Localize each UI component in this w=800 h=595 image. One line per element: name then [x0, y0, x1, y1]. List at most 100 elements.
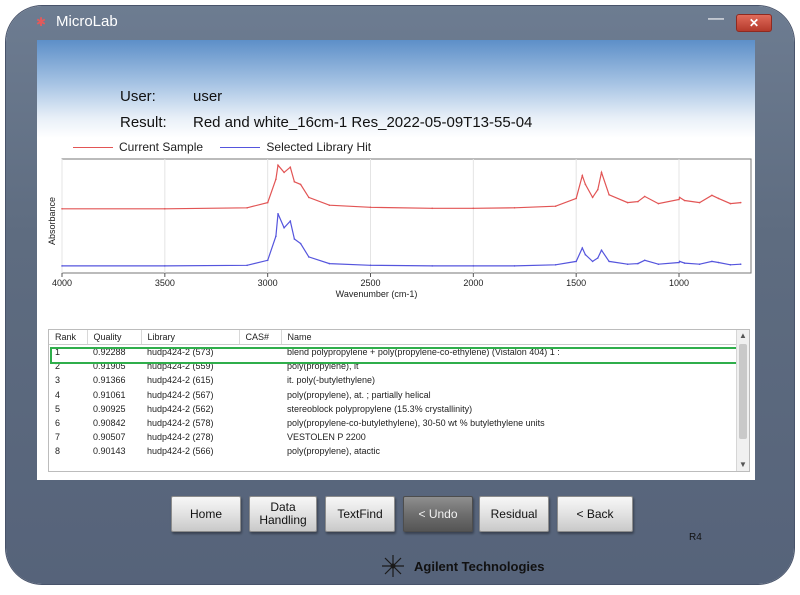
library-hit-point	[597, 257, 599, 259]
current-sample-point	[711, 194, 713, 197]
table-cell	[239, 359, 281, 373]
plot-area	[61, 158, 752, 274]
x-tick-label: 1000	[669, 278, 689, 288]
table-cell	[239, 402, 281, 416]
library-hit-point	[277, 213, 279, 215]
current-sample-point	[608, 194, 610, 196]
table-row[interactable]: 2 0.91905 hudp424-2 (559) poly(propylene), …	[49, 359, 737, 373]
table-header-row: Rank Quality Library CAS# Name	[49, 330, 737, 345]
brand-name: Agilent Technologies	[414, 559, 545, 574]
library-hit-point	[729, 264, 732, 266]
title-bar: ✱ MicroLab — ✕	[24, 10, 772, 36]
table-cell: 0.90842	[93, 418, 126, 429]
x-tick-label: 3500	[155, 278, 175, 288]
x-tick-label: 3000	[258, 278, 278, 288]
close-button[interactable]: ✕	[736, 14, 772, 32]
textfind-button[interactable]: TextFind	[325, 496, 395, 532]
back-button[interactable]: < Back	[557, 496, 633, 532]
current-sample-point	[289, 166, 292, 168]
agilent-spark-icon	[382, 555, 404, 577]
current-sample-point	[581, 174, 584, 177]
residual-button[interactable]: Residual	[479, 496, 549, 532]
library-hit-point	[575, 260, 577, 263]
current-sample-point	[61, 208, 63, 210]
table-row[interactable]: 8 0.90143 hudp424-2 (566) poly(propylene), …	[49, 444, 737, 458]
table-cell: poly(propylene), it	[287, 361, 359, 372]
current-sample-point	[283, 171, 285, 174]
table-row[interactable]: 5 0.90925 hudp424-2 (562) stereoblock polyp…	[49, 402, 737, 416]
table-cell: hudp424-2 (562)	[147, 403, 214, 414]
library-hit-point	[698, 263, 701, 265]
table-cell: hudp424-2 (578)	[147, 418, 214, 429]
current-sample-point	[626, 201, 629, 204]
library-hit-point	[275, 235, 277, 237]
table-row[interactable]: 4 0.91061 hudp424-2 (567) poly(propylene), …	[49, 388, 737, 402]
current-sample-point	[597, 188, 599, 191]
library-hit-point	[308, 256, 310, 258]
library-hit-point	[643, 259, 646, 262]
table-row[interactable]: 1 0.92288 hudp424-2 (573) blend polypropyle…	[49, 345, 737, 360]
table-cell: hudp424-2 (278)	[147, 432, 214, 443]
table-cell: hudp424-2 (559)	[147, 361, 214, 372]
table-cell	[239, 444, 281, 458]
table-row[interactable]: 6 0.90842 hudp424-2 (578) poly(propylene-co…	[49, 416, 737, 430]
table-cell	[239, 345, 281, 360]
button-bar: Home Data Handling TextFind < Undo Resid…	[37, 480, 755, 543]
library-hit-point	[678, 260, 681, 263]
current-sample-point	[431, 207, 434, 210]
library-hit-point	[591, 260, 594, 263]
brand-footer: Agilent Technologies	[380, 553, 600, 579]
table-row[interactable]: 3 0.91366 hudp424-2 (615) it. poly(-butylet…	[49, 373, 737, 387]
x-tick-label: 4000	[52, 278, 72, 288]
table-row[interactable]: 7 0.90507 hudp424-2 (278) VESTOLEN P 2200	[49, 430, 737, 444]
legend-label-library-hit: Selected Library Hit	[266, 140, 372, 154]
table-cell: VESTOLEN P 2200	[287, 432, 366, 443]
current-sample-point	[683, 199, 686, 202]
table-cell: 3	[55, 375, 61, 386]
home-button[interactable]: Home	[171, 496, 241, 532]
library-hit-point	[657, 263, 660, 265]
table-cell: hudp424-2 (615)	[147, 375, 214, 386]
chart-legend: Current Sample Selected Library Hit	[73, 140, 385, 154]
table-cell	[239, 416, 281, 430]
current-sample-point	[584, 183, 587, 186]
undo-button[interactable]: < Undo	[403, 496, 473, 532]
column-header[interactable]: Library	[141, 330, 240, 345]
table-cell: poly(propylene), at. ; partially helical	[287, 389, 431, 400]
current-sample-point	[275, 178, 277, 180]
table-cell: 7	[55, 432, 61, 443]
current-sample-point	[293, 181, 296, 183]
user-value: user	[193, 88, 223, 105]
library-hit-point	[626, 263, 629, 265]
legend-item-library-hit: Selected Library Hit	[220, 140, 371, 154]
table-cell: 0.91905	[93, 361, 126, 372]
scroll-thumb[interactable]	[739, 344, 747, 439]
library-hit-point	[299, 242, 302, 245]
library-hit-table: Rank Quality Library CAS# Name 1 0.92288 hudp4…	[48, 329, 750, 472]
current-sample-point	[678, 198, 680, 201]
column-header[interactable]: Rank	[49, 330, 88, 345]
revision-label: R4	[689, 532, 702, 543]
data-handling-button[interactable]: Data Handling	[249, 496, 317, 532]
table-cell: 4	[55, 389, 61, 400]
table-cell	[239, 430, 281, 444]
table-scrollbar[interactable]: ▲ ▼	[736, 330, 749, 471]
column-header[interactable]: CAS#	[239, 330, 282, 345]
column-header[interactable]: Name	[281, 330, 737, 345]
x-tick-label: 2000	[463, 278, 483, 288]
library-hit-point	[584, 253, 587, 256]
current-sample-point	[513, 207, 516, 209]
current-sample-point	[657, 202, 660, 205]
table-cell: 0.90507	[93, 432, 126, 443]
column-header[interactable]: Quality	[87, 330, 142, 345]
table-cell: hudp424-2 (566)	[147, 446, 214, 457]
result-value: Red and white_16cm-1 Res_2022-05-09T13-5…	[193, 114, 533, 131]
x-tick-label: 2500	[360, 278, 380, 288]
table-cell: stereoblock polypropylene (15.3% crystal…	[287, 403, 473, 414]
scroll-down-icon[interactable]: ▼	[739, 460, 747, 469]
scroll-up-icon[interactable]: ▲	[739, 331, 747, 340]
library-hit-point	[637, 262, 639, 265]
current-sample-point	[328, 204, 331, 206]
library-hit-point	[266, 259, 269, 262]
minimize-button[interactable]: —	[708, 10, 724, 27]
